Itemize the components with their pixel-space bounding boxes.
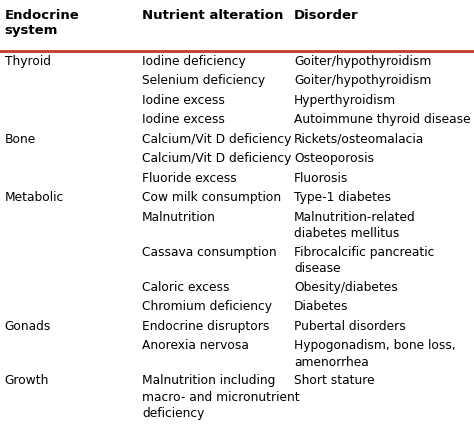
Text: Goiter/hypothyroidism: Goiter/hypothyroidism xyxy=(294,55,431,68)
Text: Hyperthyroidism: Hyperthyroidism xyxy=(294,94,396,107)
Text: Bone: Bone xyxy=(5,133,36,146)
Text: Endocrine
system: Endocrine system xyxy=(5,9,80,36)
Text: Diabetes: Diabetes xyxy=(294,300,348,313)
Text: Iodine excess: Iodine excess xyxy=(142,113,225,126)
Text: Malnutrition: Malnutrition xyxy=(142,211,216,224)
Text: Calcium/Vit D deficiency: Calcium/Vit D deficiency xyxy=(142,133,292,146)
Text: Cow milk consumption: Cow milk consumption xyxy=(142,191,282,204)
Text: Caloric excess: Caloric excess xyxy=(142,281,230,294)
Text: Obesity/diabetes: Obesity/diabetes xyxy=(294,281,398,294)
Text: Anorexia nervosa: Anorexia nervosa xyxy=(142,339,249,352)
Text: Nutrient alteration: Nutrient alteration xyxy=(142,9,283,21)
Text: Type-1 diabetes: Type-1 diabetes xyxy=(294,191,391,204)
Text: Goiter/hypothyroidism: Goiter/hypothyroidism xyxy=(294,74,431,87)
Text: Short stature: Short stature xyxy=(294,374,374,387)
Text: Rickets/osteomalacia: Rickets/osteomalacia xyxy=(294,133,424,146)
Text: Disorder: Disorder xyxy=(294,9,358,21)
Text: Iodine excess: Iodine excess xyxy=(142,94,225,107)
Text: Gonads: Gonads xyxy=(5,320,51,333)
Text: Cassava consumption: Cassava consumption xyxy=(142,246,277,259)
Text: Fluoride excess: Fluoride excess xyxy=(142,172,237,185)
Text: Fluorosis: Fluorosis xyxy=(294,172,348,185)
Text: Thyroid: Thyroid xyxy=(5,55,51,68)
Text: Osteoporosis: Osteoporosis xyxy=(294,152,374,165)
Text: Calcium/Vit D deficiency: Calcium/Vit D deficiency xyxy=(142,152,292,165)
Text: Hypogonadism, bone loss,
amenorrhea: Hypogonadism, bone loss, amenorrhea xyxy=(294,339,456,369)
Text: Pubertal disorders: Pubertal disorders xyxy=(294,320,406,333)
Text: Growth: Growth xyxy=(5,374,49,387)
Text: Malnutrition including
macro- and micronutrient
deficiency: Malnutrition including macro- and micron… xyxy=(142,374,300,420)
Text: Iodine deficiency: Iodine deficiency xyxy=(142,55,246,68)
Text: Chromium deficiency: Chromium deficiency xyxy=(142,300,272,313)
Text: Fibrocalcific pancreatic
disease: Fibrocalcific pancreatic disease xyxy=(294,246,434,275)
Text: Malnutrition-related
diabetes mellitus: Malnutrition-related diabetes mellitus xyxy=(294,211,416,240)
Text: Metabolic: Metabolic xyxy=(5,191,64,204)
Text: Selenium deficiency: Selenium deficiency xyxy=(142,74,265,87)
Text: Autoimmune thyroid disease: Autoimmune thyroid disease xyxy=(294,113,471,126)
Text: Endocrine disruptors: Endocrine disruptors xyxy=(142,320,270,333)
